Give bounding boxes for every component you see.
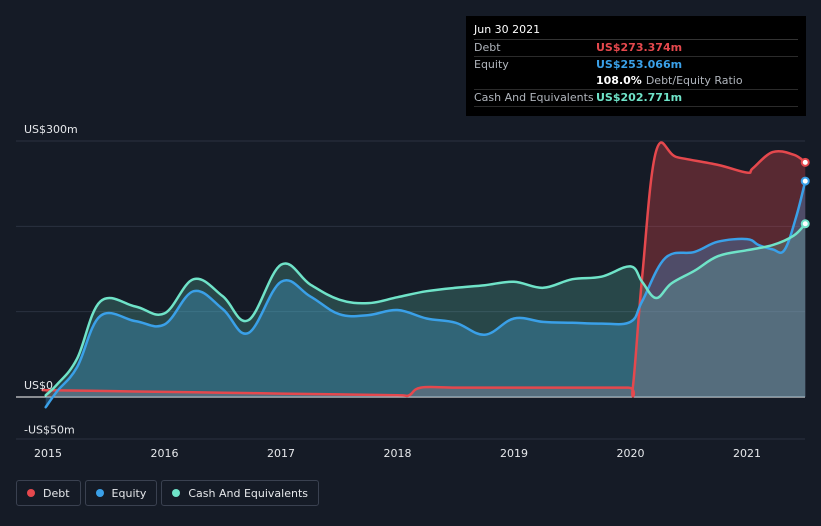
x-tick-label: 2016 (151, 447, 179, 460)
axis-labels: US$300m US$0 -US$50m 2015 2016 2017 2018 2019 20… (24, 123, 761, 460)
y-tick-label: -US$50m (24, 424, 75, 437)
legend-dot-icon (27, 489, 35, 497)
legend-item-equity[interactable]: Equity (84, 480, 158, 506)
cash-area (45, 223, 806, 397)
equity-end-marker (800, 176, 810, 186)
tooltip-row-ratio: 108.0% Debt/Equity Ratio (474, 73, 798, 90)
cash-line (44, 222, 807, 397)
legend-dot-icon (95, 489, 104, 497)
cash-end-marker (800, 219, 810, 229)
equity-line (44, 179, 807, 409)
tooltip-debt-value: US$273.374m (596, 41, 683, 54)
y-tick-label: US$0 (24, 379, 53, 392)
legend-item-debt[interactable]: Debt (16, 480, 81, 506)
tooltip-debt-label: Debt (474, 41, 501, 54)
x-tick-label: 2021 (733, 447, 761, 460)
y-tick-label: US$300m (24, 123, 78, 136)
tooltip-cash-label: Cash And Equivalents (474, 91, 594, 104)
debt-line (41, 141, 807, 398)
x-tick-label: 2015 (34, 447, 62, 460)
tooltip-date: Jun 30 2021 (474, 22, 798, 40)
x-tick-label: 2017 (267, 447, 295, 460)
tooltip-row-debt: Debt US$273.374m (474, 40, 798, 57)
tooltip-equity-label: Equity (474, 58, 509, 71)
tooltip-row-equity: Equity US$253.066m (474, 57, 798, 73)
x-tick-label: 2018 (384, 447, 412, 460)
tooltip-cash-value: US$202.771m (596, 91, 683, 104)
legend: Debt Equity Cash And Equivalents (16, 480, 319, 506)
tooltip-ratio-value: 108.0% (596, 74, 642, 87)
series-lines (41, 141, 807, 409)
legend-label: Debt (43, 486, 70, 500)
tooltip-equity-value: US$253.066m (596, 58, 683, 71)
legend-dot-icon (172, 489, 181, 497)
tooltip-panel: Jun 30 2021 Debt US$273.374m Equity US$2… (466, 16, 806, 116)
tooltip-row-cash: Cash And Equivalents US$202.771m (474, 90, 798, 107)
debt-end-marker (800, 157, 810, 167)
legend-label: Equity (111, 486, 147, 500)
equity-area (45, 181, 806, 408)
series-areas (42, 142, 806, 408)
x-tick-label: 2019 (500, 447, 528, 460)
x-tick-label: 2020 (617, 447, 645, 460)
tooltip-ratio-label: Debt/Equity Ratio (645, 74, 743, 87)
end-markers (800, 157, 810, 229)
legend-label: Cash And Equivalents (188, 486, 308, 500)
legend-item-cash[interactable]: Cash And Equivalents (161, 480, 319, 506)
